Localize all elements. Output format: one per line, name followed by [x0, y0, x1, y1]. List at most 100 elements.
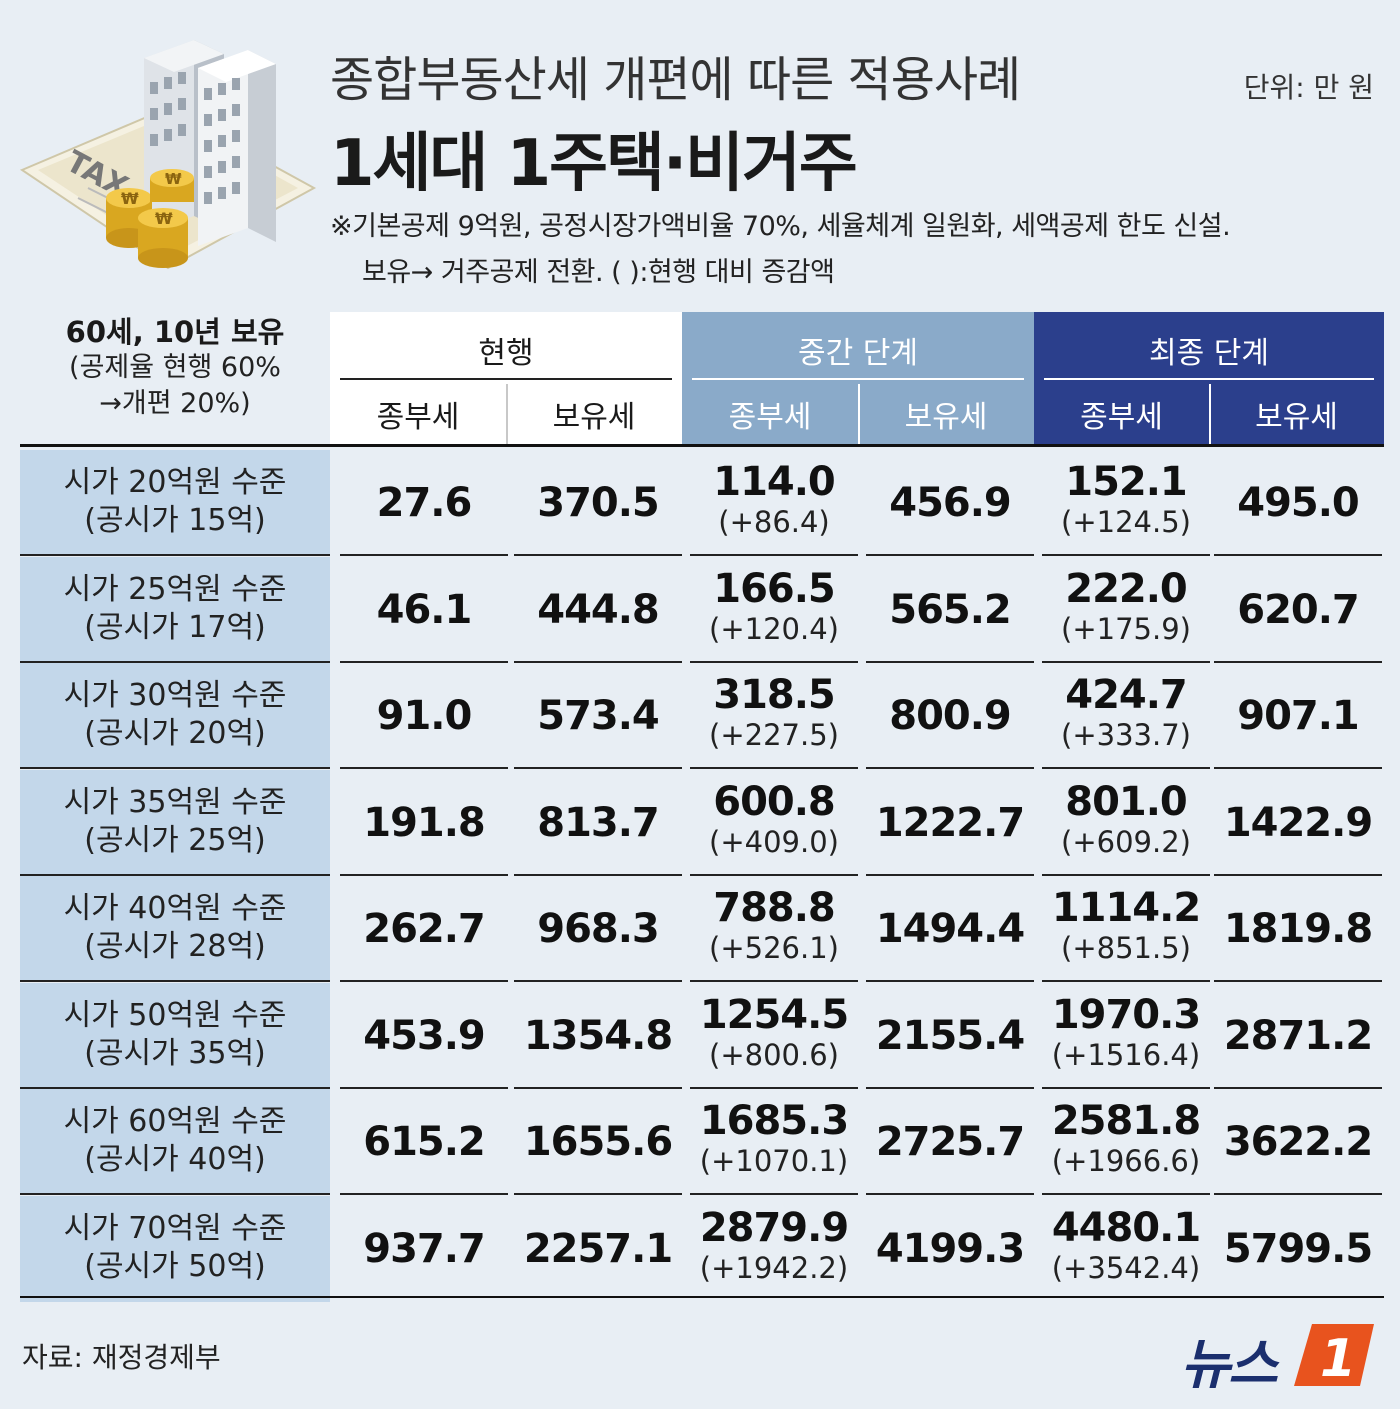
row-label: 시가 25억원 수준 (공시가 17억)	[20, 556, 330, 663]
table-cell: 565.2	[862, 557, 1038, 663]
row-divider	[866, 660, 1034, 663]
table-cell: 4199.3	[862, 1196, 1038, 1302]
cell-diff: (+86.4)	[718, 505, 830, 539]
cell-diff: (+1942.2)	[699, 1250, 849, 1285]
row-divider	[340, 660, 508, 663]
row-divider	[690, 980, 858, 982]
cell-value: 27.6	[376, 480, 473, 526]
row-label-line-1: 시가 35억원 수준	[63, 784, 287, 820]
row-divider	[20, 554, 330, 556]
group-divider	[692, 378, 1024, 380]
row-label: 시가 30억원 수준 (공시가 20억)	[20, 663, 330, 769]
row-label-line-1: 시가 70억원 수준	[63, 1210, 287, 1246]
table-row: 시가 50억원 수준 (공시가 35억) 453.9 1354.8 1254.5 (+80…	[20, 982, 1384, 1089]
row-divider	[20, 1193, 330, 1195]
table-cell: 4480.1 (+3542.4)	[1038, 1196, 1214, 1302]
row-label: 시가 35억원 수준 (공시가 25억)	[20, 769, 330, 876]
group-header-current: 현행 종부세 보유세	[330, 312, 682, 444]
cell-value: 788.8	[713, 885, 836, 931]
cell-value: 801.0	[1065, 778, 1188, 825]
table-cell: 1114.2 (+851.5)	[1038, 876, 1214, 982]
row-divider	[1214, 873, 1382, 876]
cell-diff: (+175.9)	[1061, 611, 1191, 646]
row-divider	[690, 1086, 858, 1089]
tax-building-illustration: TAX ₩	[18, 38, 318, 278]
row-label-line-2: (공시가 35억)	[84, 1035, 266, 1071]
table-row: 시가 30억원 수준 (공시가 20억) 91.0 573.4 318.5 (+227.5…	[20, 663, 1384, 769]
cell-value: 620.7	[1237, 586, 1360, 633]
row-divider	[514, 1086, 682, 1089]
cell-value: 800.9	[889, 693, 1012, 739]
column-divider	[1209, 384, 1211, 444]
row-divider	[20, 1086, 330, 1089]
cell-value: 1819.8	[1223, 906, 1373, 952]
row-divider	[690, 873, 858, 876]
table-cell: 2257.1	[510, 1196, 686, 1302]
table-cell: 1655.6	[510, 1089, 686, 1195]
row-label-line-1: 시가 25억원 수준	[63, 571, 287, 607]
table-cell: 620.7	[1210, 557, 1386, 663]
table-cell: 424.7 (+333.7)	[1038, 663, 1214, 769]
cell-diff: (+333.7)	[1061, 718, 1191, 752]
row-divider	[1042, 1086, 1210, 1089]
row-divider	[340, 980, 508, 982]
cell-value: 907.1	[1237, 693, 1360, 739]
row-divider	[690, 767, 858, 769]
table-cell: 262.7	[336, 876, 512, 982]
cell-value: 2581.8	[1051, 1098, 1201, 1144]
row-divider	[866, 980, 1034, 982]
row-divider	[20, 980, 330, 982]
table-row: 시가 20억원 수준 (공시가 15억) 27.6 370.5 114.0 (+86.4)…	[20, 450, 1384, 556]
cell-value: 444.8	[537, 586, 660, 633]
note-line-1: ※기본공제 9억원, 공정시장가액비율 70%, 세율체계 일원화, 세액공제 …	[330, 211, 1231, 242]
cell-diff: (+851.5)	[1061, 931, 1191, 965]
row-divider	[1214, 554, 1382, 556]
cell-value: 370.5	[537, 480, 660, 526]
table-cell: 3622.2	[1210, 1089, 1386, 1195]
row-label-line-1: 시가 20억원 수준	[63, 465, 287, 500]
table-cell: 615.2	[336, 1089, 512, 1195]
unit-label: 단위: 만 원	[1243, 71, 1374, 104]
table-cell: 318.5 (+227.5)	[686, 663, 862, 769]
corner-line-2: (공제율 현행 60%	[69, 352, 281, 383]
group-header-middle: 중간 단계 종부세 보유세	[682, 312, 1034, 444]
row-label: 시가 60억원 수준 (공시가 40억)	[20, 1089, 330, 1195]
cell-value: 424.7	[1065, 672, 1188, 718]
table-cell: 1819.8	[1210, 876, 1386, 982]
row-divider	[1042, 767, 1210, 769]
row-divider	[20, 873, 330, 876]
row-divider	[340, 1193, 508, 1195]
table-cell: 91.0	[336, 663, 512, 769]
table-cell: 2155.4	[862, 983, 1038, 1089]
row-divider	[1042, 873, 1210, 876]
table-row: 시가 35억원 수준 (공시가 25억) 191.8 813.7 600.8 (+409.…	[20, 769, 1384, 876]
cell-diff: (+609.2)	[1061, 824, 1191, 859]
table-cell: 166.5 (+120.4)	[686, 557, 862, 663]
cell-value: 453.9	[363, 1012, 486, 1059]
row-label: 시가 50억원 수준 (공시가 35억)	[20, 982, 330, 1089]
cell-value: 1655.6	[523, 1119, 673, 1165]
row-label: 시가 70억원 수준 (공시가 50억)	[20, 1195, 330, 1302]
corner-line-1: 60세, 10년 보유	[65, 315, 285, 349]
row-divider	[1042, 554, 1210, 556]
group-divider	[1044, 378, 1374, 380]
cell-value: 1114.2	[1051, 885, 1201, 931]
table-row: 시가 70억원 수준 (공시가 50억) 937.7 2257.1 2879.9 (+19…	[20, 1195, 1384, 1302]
cell-value: 1254.5	[699, 991, 849, 1038]
group-label: 중간 단계	[798, 336, 918, 371]
cell-value: 1494.4	[875, 906, 1025, 952]
tax-table: 60세, 10년 보유 (공제율 현행 60% →개편 20%) 현행 종부세 …	[20, 312, 1386, 1302]
row-label-line-2: (공시가 17억)	[84, 609, 266, 645]
row-label-line-2: (공시가 20억)	[84, 716, 266, 751]
table-cell: 222.0 (+175.9)	[1038, 557, 1214, 663]
cell-value: 813.7	[537, 799, 660, 846]
row-divider	[1214, 660, 1382, 663]
cell-value: 46.1	[376, 586, 473, 633]
cell-value: 600.8	[713, 778, 836, 825]
column-header: 종부세	[1080, 400, 1163, 435]
corner-line-3: →개편 20%)	[99, 388, 251, 419]
table-cell: 968.3	[510, 876, 686, 982]
row-label-line-2: (공시가 28억)	[84, 929, 266, 964]
row-divider	[514, 1193, 682, 1195]
cell-value: 222.0	[1065, 565, 1188, 612]
